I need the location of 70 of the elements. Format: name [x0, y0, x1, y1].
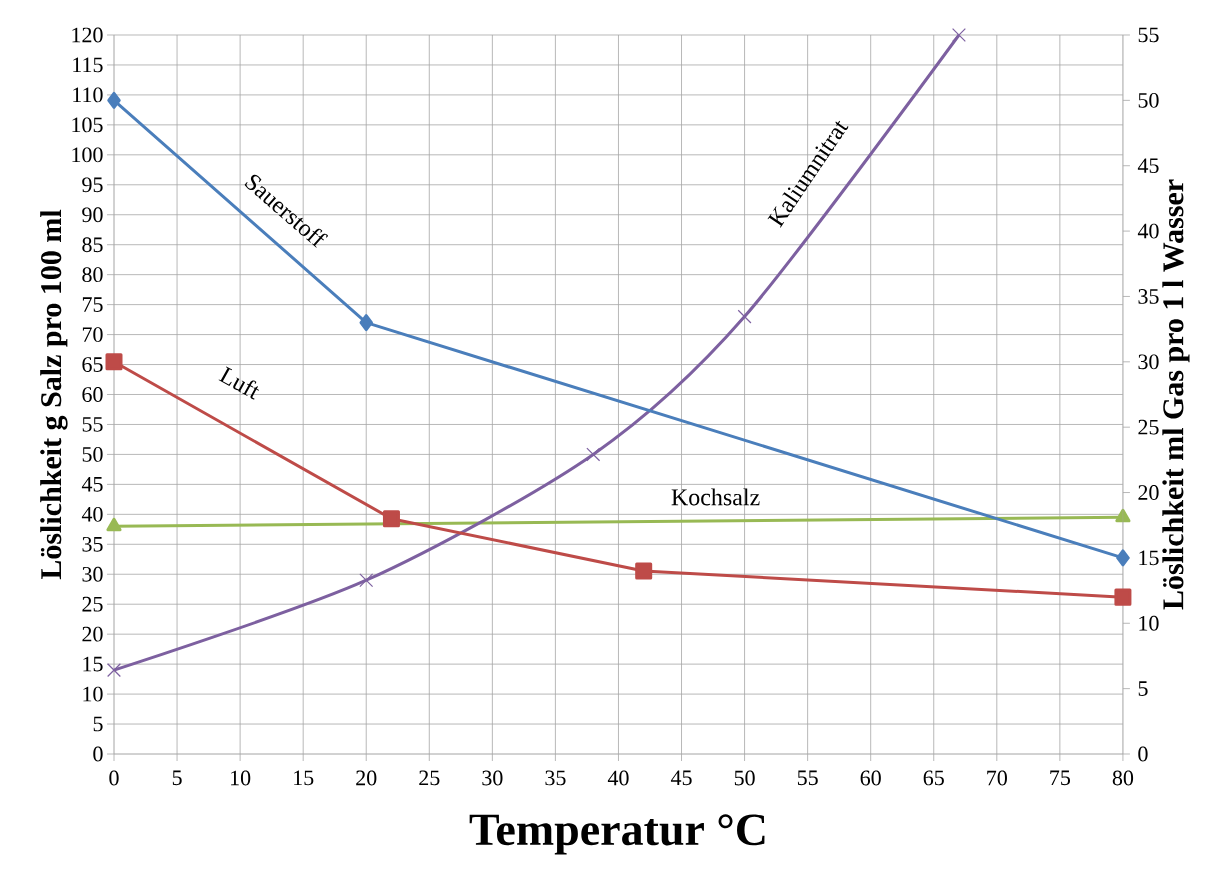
y-axis-title: Löslichkeit g Salz pro 100 ml	[40, 209, 68, 580]
y-tick-label: 35	[82, 536, 103, 552]
x-tick-label: 75	[1050, 770, 1071, 786]
y-tick-label: 10	[83, 686, 103, 702]
y-tick-label: 45	[81, 477, 103, 492]
y-tick-label: 55	[82, 417, 103, 432]
y-tick-label: 110	[73, 87, 103, 103]
point	[382, 510, 400, 528]
y-tick-label: 50	[82, 446, 103, 462]
point	[359, 314, 373, 332]
point	[586, 447, 601, 462]
x-tick-label: 30	[482, 770, 503, 786]
text: Luft	[218, 366, 260, 400]
point	[635, 562, 653, 580]
x-tick-label: 0	[109, 770, 119, 786]
x-tick-label: 25	[419, 770, 440, 786]
y-tick-label: 120	[72, 27, 103, 43]
x-tick-label: 60	[860, 770, 881, 786]
y-tick-label: 20	[82, 626, 103, 642]
y2-tick-label: 10	[1139, 615, 1159, 631]
x-tick-label: 70	[987, 770, 1007, 786]
x-tick-label: 5	[172, 770, 182, 786]
y-tick-label: 70	[82, 327, 103, 343]
x-tick-label: 65	[923, 770, 944, 786]
x-tick-label: 45	[670, 770, 692, 786]
y2-tick-label: 45	[1137, 158, 1159, 174]
y-tick-label: 105	[72, 117, 103, 133]
y2-tick-label: 20	[1138, 485, 1159, 500]
y-tick-label: 5	[93, 716, 103, 732]
y2-tick-label: 15	[1139, 550, 1159, 566]
y-tick-label: 95	[82, 177, 103, 193]
y2-tick-label: 0	[1138, 746, 1148, 762]
y2-tick-label: 30	[1138, 354, 1159, 370]
x-tick-label: 50	[734, 770, 755, 786]
point	[1116, 549, 1130, 567]
y2-axis-title: Löslichkeit ml Gas pro 1 l Wasser	[1162, 179, 1190, 610]
point	[359, 573, 374, 588]
series-label: Kochsalz	[671, 488, 760, 506]
x-tick-label: 15	[294, 770, 314, 786]
y2-tick-label: 40	[1137, 223, 1159, 239]
y-tick-label: 30	[82, 566, 103, 582]
y-tick-label: 0	[93, 746, 103, 762]
y2-tick-label: 55	[1138, 27, 1159, 43]
y-tick-label: 40	[81, 506, 103, 522]
point	[105, 353, 123, 371]
y-tick-label: 75	[82, 297, 103, 312]
y-tick-label: 80	[82, 267, 103, 283]
y-tick-label: 90	[82, 207, 103, 223]
x-tick-label: 40	[607, 770, 629, 786]
point	[1114, 588, 1132, 606]
point	[107, 91, 121, 109]
x-tick-label: 55	[797, 770, 818, 786]
x-axis-title: Temperatur °C	[469, 814, 765, 855]
point	[107, 663, 121, 678]
x-tick-label: 35	[545, 770, 566, 786]
y-tick-label: 25	[82, 596, 103, 612]
y2-tick-label: 35	[1138, 289, 1159, 304]
y-tick-label: 85	[82, 237, 103, 253]
y-tick-label: 60	[82, 387, 103, 402]
y-tick-label: 100	[72, 147, 103, 163]
point	[952, 28, 966, 42]
y2-tick-label: 50	[1138, 92, 1159, 108]
y2-tick-label: 5	[1138, 681, 1148, 696]
x-tick-label: 10	[231, 770, 251, 786]
y-tick-label: 65	[82, 357, 103, 372]
x-tick-label: 20	[356, 770, 377, 786]
y2-tick-label: 25	[1138, 419, 1159, 435]
y-tick-label: 115	[73, 57, 103, 73]
y-tick-label: 15	[83, 656, 103, 672]
x-tick-label: 80	[1112, 770, 1134, 786]
